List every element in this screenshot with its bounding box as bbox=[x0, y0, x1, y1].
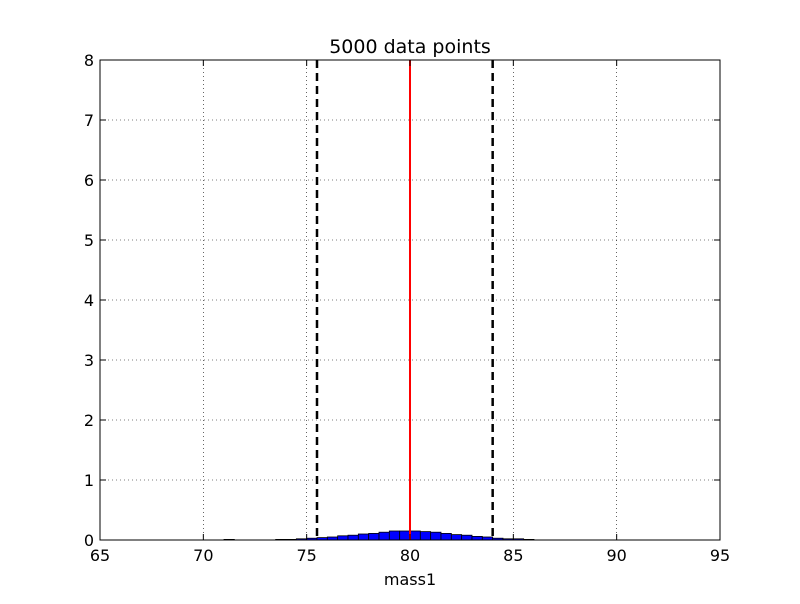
chart-title: 5000 data points bbox=[329, 36, 491, 58]
histogram-bar bbox=[461, 534, 473, 541]
y-tick-label: 5 bbox=[84, 231, 94, 250]
histogram-bar bbox=[357, 533, 370, 541]
axis-ticks: 65 70 75 80 85 90 95 0 1 2 3 4 5 6 7 8 bbox=[84, 51, 730, 565]
y-tick-label: 3 bbox=[84, 351, 94, 370]
y-tick-label: 1 bbox=[84, 471, 94, 490]
reference-lines bbox=[315, 60, 494, 540]
y-tick-label: 6 bbox=[84, 171, 94, 190]
histogram-bar bbox=[337, 535, 349, 541]
histogram-bar bbox=[399, 530, 411, 541]
histogram-bar bbox=[388, 530, 401, 541]
histogram-bar bbox=[409, 530, 421, 541]
histogram-bar bbox=[368, 533, 380, 541]
y-tick-label: 7 bbox=[84, 111, 94, 130]
x-tick-label: 70 bbox=[193, 546, 213, 565]
histogram-bars bbox=[223, 530, 535, 541]
y-tick-label: 8 bbox=[84, 51, 94, 70]
y-tick-label: 0 bbox=[84, 531, 94, 550]
x-tick-label: 90 bbox=[606, 546, 626, 565]
histogram-bar bbox=[419, 531, 432, 541]
y-tick-label: 4 bbox=[84, 291, 94, 310]
y-tick-label: 2 bbox=[84, 411, 94, 430]
x-tick-label: 95 bbox=[710, 546, 730, 565]
histogram-bar bbox=[430, 531, 442, 541]
histogram-bar bbox=[471, 536, 483, 541]
x-tick-label: 75 bbox=[296, 546, 316, 565]
x-tick-label: 80 bbox=[400, 546, 420, 565]
x-axis-label: mass1 bbox=[384, 570, 436, 589]
x-tick-label: 85 bbox=[503, 546, 523, 565]
histogram-bar bbox=[450, 534, 463, 541]
histogram-bar bbox=[378, 531, 390, 541]
histogram-bar bbox=[347, 534, 359, 541]
histogram-bar bbox=[440, 533, 452, 541]
x-tick-label: 65 bbox=[90, 546, 110, 565]
